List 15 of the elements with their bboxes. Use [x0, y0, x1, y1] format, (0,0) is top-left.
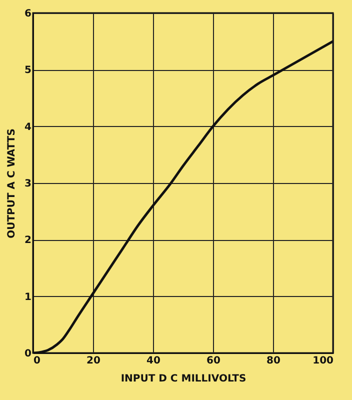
y-tick-label: 3 — [24, 178, 32, 190]
y-tick-label: 2 — [24, 235, 32, 246]
x-tick-label: 20 — [86, 356, 100, 366]
y-tick-label: 1 — [24, 292, 32, 303]
x-tick-label: 40 — [146, 356, 160, 366]
x-tick-label: 80 — [266, 356, 280, 366]
x-axis-title: INPUT D C MILLIVOLTS — [120, 374, 246, 384]
y-tick-label: 0 — [24, 348, 32, 360]
y-tick-label: 4 — [24, 122, 32, 133]
x-tick-label: 0 — [34, 356, 40, 366]
y-tick-label: 6 — [24, 8, 32, 20]
y-axis-title: OUTPUT A C WATTS — [6, 128, 18, 238]
x-tick-label: 100 — [312, 356, 334, 366]
x-tick-label: 60 — [206, 356, 220, 366]
y-tick-label: 5 — [24, 65, 32, 76]
